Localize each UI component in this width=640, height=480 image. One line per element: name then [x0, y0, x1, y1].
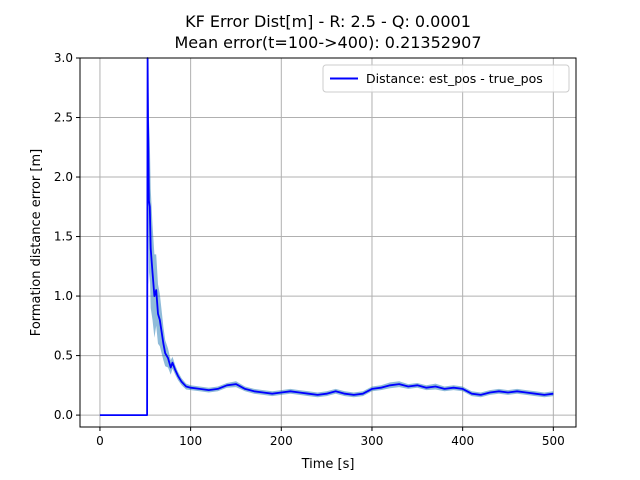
- y-tick-label: 0.5: [54, 349, 73, 363]
- y-tick-label: 1.0: [54, 289, 73, 303]
- y-tick-label: 0.0: [54, 408, 73, 422]
- chart-title: KF Error Dist[m] - R: 2.5 - Q: 0.0001: [185, 12, 471, 31]
- x-tick-label: 0: [96, 434, 104, 448]
- chart-subtitle: Mean error(t=100->400): 0.21352907: [174, 33, 482, 52]
- series-lines: [99, 57, 554, 417]
- x-tick-label: 300: [361, 434, 384, 448]
- y-tick-label: 2.5: [54, 111, 73, 125]
- x-tick-label: 400: [451, 434, 474, 448]
- x-axis-label: Time [s]: [301, 457, 355, 472]
- series-line: [99, 57, 554, 417]
- y-tick-label: 3.0: [54, 51, 73, 65]
- y-axis-label: Formation distance error [m]: [29, 149, 44, 336]
- x-axis: 0 100 200 300 400 500: [96, 427, 565, 448]
- legend-entry: Distance: est_pos - true_pos: [366, 71, 543, 86]
- x-tick-label: 100: [179, 434, 202, 448]
- legend-box: [322, 64, 570, 93]
- grid: [80, 57, 576, 427]
- y-axis: 0.0 0.5 1.0 1.5 2.0 2.5 3.0: [54, 51, 80, 422]
- y-tick-label: 2.0: [54, 170, 73, 184]
- x-tick-label: 500: [542, 434, 565, 448]
- legend: Distance: est_pos - true_pos: [322, 64, 570, 93]
- axes-frame: [79, 57, 577, 428]
- x-tick-label: 200: [270, 434, 293, 448]
- y-tick-label: 1.5: [54, 230, 73, 244]
